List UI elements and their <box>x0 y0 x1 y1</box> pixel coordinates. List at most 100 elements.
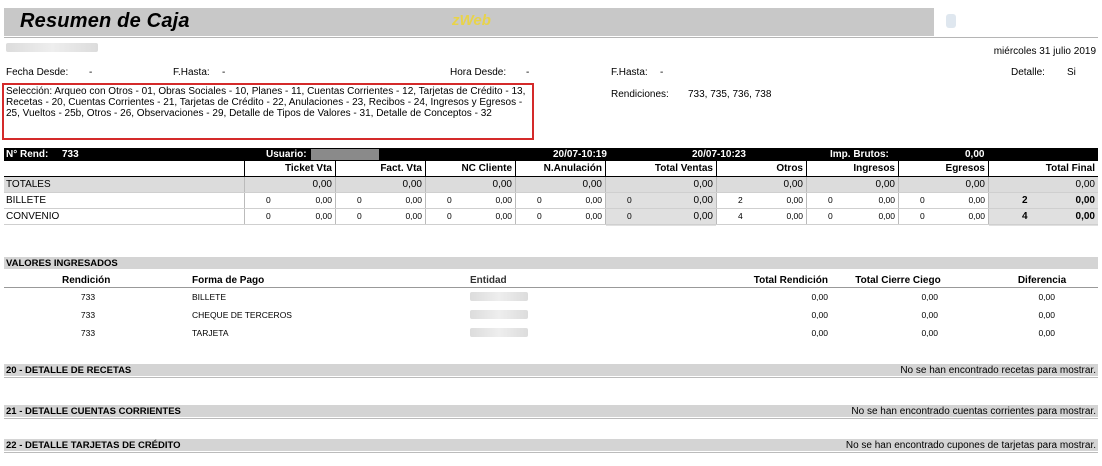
cell-value: 0,00 <box>495 211 512 221</box>
cell-value: 0,00 <box>1075 211 1095 222</box>
cell-divider <box>335 209 336 224</box>
row-divider <box>4 192 1098 193</box>
column-divider <box>716 161 717 176</box>
valores-total: 0,00 <box>811 292 828 302</box>
cell-value: 0,00 <box>878 195 895 205</box>
cell-count: 0 <box>537 211 542 221</box>
valores-bar <box>4 257 1098 269</box>
cell-divider <box>806 193 807 208</box>
row-divider <box>4 208 1098 209</box>
cell-value: 0,00 <box>585 211 602 221</box>
cell-count: 0 <box>357 195 362 205</box>
cell-value: 0,00 <box>312 179 332 190</box>
valores-ciego: 0,00 <box>921 310 938 320</box>
cell-value: 0,00 <box>783 179 803 190</box>
valores-forma: CHEQUE DE TERCEROS <box>192 310 292 320</box>
title-divider <box>4 37 1098 38</box>
report-date: miércoles 31 julio 2019 <box>993 46 1096 57</box>
valores-entidad-redacted <box>470 292 528 301</box>
cell-value: 0,00 <box>968 211 985 221</box>
column-header: Egresos <box>945 163 985 174</box>
cell-divider <box>425 209 426 224</box>
cell-value: 0,00 <box>965 179 985 190</box>
rend-label: N° Rend: <box>6 149 49 160</box>
cell-value: 0,00 <box>786 195 803 205</box>
cell-value: 0,00 <box>786 211 803 221</box>
valores-total: 0,00 <box>811 310 828 320</box>
cell-divider <box>898 193 899 208</box>
cell-value: 0,00 <box>968 195 985 205</box>
imp-brutos-label: Imp. Brutos: <box>830 149 889 160</box>
cell-divider <box>806 209 807 224</box>
rend-number: 733 <box>62 149 79 160</box>
usuario-label: Usuario: <box>266 149 307 160</box>
selection-value: Arqueo con Otros - 01, Obras Sociales - … <box>6 86 526 120</box>
cell-value: 0,00 <box>492 179 512 190</box>
cell-divider <box>988 177 989 192</box>
cell-count: 0 <box>447 211 452 221</box>
cell-value: 0,00 <box>878 211 895 221</box>
cell-count: 0 <box>266 195 271 205</box>
f-hasta2-label: F.Hasta: <box>611 67 648 78</box>
title-bar <box>4 8 934 36</box>
column-header: Ticket Vta <box>284 163 332 174</box>
section-underline <box>4 452 1098 453</box>
valores-ciego: 0,00 <box>921 328 938 338</box>
cell-divider <box>988 193 989 208</box>
cell-divider <box>425 177 426 192</box>
cell-count: 0 <box>266 211 271 221</box>
rendiciones-value: 733, 735, 736, 738 <box>688 89 772 100</box>
cell-divider <box>425 193 426 208</box>
valores-forma: BILLETE <box>192 292 227 302</box>
fecha-desde-value: - <box>89 67 93 78</box>
row-label: BILLETE <box>6 195 47 206</box>
column-divider <box>515 161 516 176</box>
cell-divider <box>716 177 717 192</box>
section-bar <box>4 439 1098 451</box>
rend-end: 20/07-10:23 <box>692 149 746 160</box>
cell-divider <box>244 177 245 192</box>
column-divider <box>806 161 807 176</box>
section-title: 20 - DETALLE DE RECETAS <box>6 365 132 376</box>
valores-rend: 733 <box>80 310 96 320</box>
cell-count: 0 <box>447 195 452 205</box>
f-hasta-value: - <box>222 67 226 78</box>
section-bar <box>4 364 1098 376</box>
cell-divider <box>806 177 807 192</box>
column-divider <box>244 161 245 176</box>
hora-desde-value: - <box>526 67 530 78</box>
imp-brutos-value: 0,00 <box>965 149 985 160</box>
valores-dif: 0,00 <box>1038 328 1055 338</box>
cell-divider <box>515 193 516 208</box>
rend-header-bar <box>4 148 1098 161</box>
detail-sections: 20 - DETALLE DE RECETAS No se han encontr… <box>0 360 1102 460</box>
cell-divider <box>335 177 336 192</box>
app-logo-text: zWeb <box>452 12 491 29</box>
valores-column-header: Total Rendición <box>753 275 828 286</box>
column-divider <box>335 161 336 176</box>
rend-start: 20/07-10:19 <box>553 149 607 160</box>
section-bar <box>4 405 1098 417</box>
cell-count: 0 <box>828 195 833 205</box>
selection-highlight-box <box>2 83 534 140</box>
header-underline <box>4 176 1098 177</box>
selection-text: Selección: Arqueo con Otros - 01, Obras … <box>6 86 526 120</box>
cell-count: 0 <box>920 211 925 221</box>
valores-column-header: Total Cierre Ciego <box>855 275 941 286</box>
detalle-label: Detalle: <box>1011 67 1045 78</box>
usuario-redacted <box>311 149 379 160</box>
cell-divider <box>605 193 606 208</box>
column-header: N.Anulación <box>543 163 602 174</box>
cell-count: 0 <box>537 195 542 205</box>
cell-value: 0,00 <box>1075 195 1095 206</box>
company-name-redacted <box>6 43 98 52</box>
section-underline <box>4 377 1098 378</box>
fecha-desde-label: Fecha Desde: <box>6 67 69 78</box>
shaded-column <box>989 192 1098 226</box>
cell-value: 0,00 <box>875 179 895 190</box>
valores-dif: 0,00 <box>1038 310 1055 320</box>
detalle-value: Si <box>1067 67 1076 78</box>
cell-count: 2 <box>1022 195 1028 206</box>
column-header: Total Ventas <box>654 163 713 174</box>
cell-divider <box>898 177 899 192</box>
